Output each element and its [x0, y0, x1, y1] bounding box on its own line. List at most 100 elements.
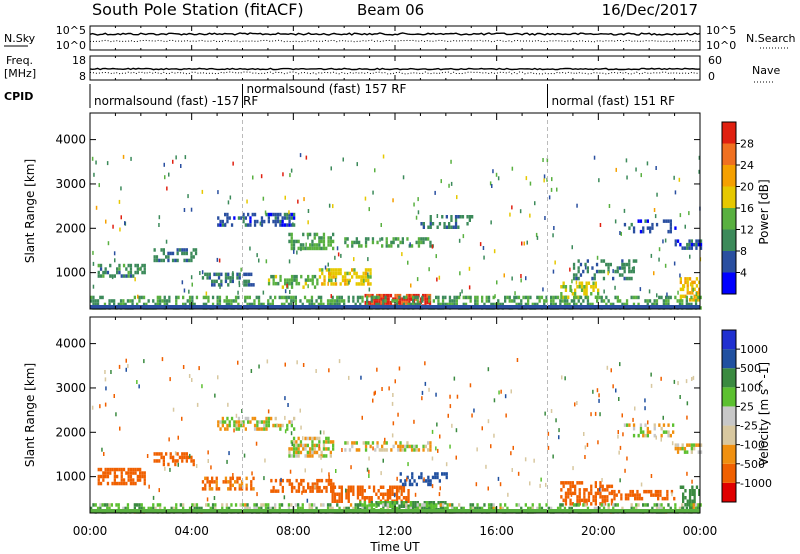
velocity-cell [248, 506, 251, 511]
velocity-cell [564, 495, 568, 499]
power-cell [246, 302, 249, 307]
power-cell [468, 218, 471, 222]
power-colorbar-swatch [722, 143, 736, 165]
velocity-cell [354, 503, 357, 507]
power-cell [650, 253, 653, 258]
power-cell [444, 295, 447, 300]
power-cell [405, 300, 409, 305]
velocity-cell [247, 420, 250, 424]
velocity-cell [420, 475, 423, 480]
velocity-cell [490, 444, 492, 449]
power-cell [182, 295, 185, 300]
velocity-cell [685, 379, 688, 384]
power-cell [217, 283, 221, 287]
power-cell [665, 299, 668, 303]
power-cell [421, 299, 424, 303]
power-cell [414, 302, 417, 307]
velocity-cell [306, 450, 309, 455]
velocity-cell [225, 506, 228, 511]
velocity-cell [445, 462, 448, 467]
velocity-cell [236, 480, 239, 484]
velocity-cell [381, 387, 383, 391]
power-cell [621, 302, 624, 307]
power-cell [244, 216, 247, 220]
velocity-cell [572, 466, 574, 471]
velocity-cell [120, 474, 123, 479]
velocity-cell [499, 503, 502, 507]
velocity-cell [195, 464, 198, 468]
power-cell [114, 258, 116, 263]
velocity-cell [638, 493, 641, 497]
power-cell [252, 283, 255, 287]
velocity-cell [391, 504, 394, 508]
power-cell [340, 253, 342, 258]
power-cell [590, 292, 593, 296]
velocity-cell [219, 427, 222, 431]
velocity-cell [569, 488, 572, 492]
power-cell [134, 277, 136, 282]
velocity-cell [290, 482, 294, 486]
velocity-cell [561, 375, 563, 380]
power-cell [99, 267, 103, 271]
velocity-cell [574, 491, 577, 496]
velocity-cell [207, 450, 209, 455]
velocity-cell [487, 367, 490, 372]
velocity-cell [408, 479, 412, 483]
velocity-cell [318, 436, 321, 441]
power-cell [163, 302, 166, 307]
power-cell [202, 302, 205, 307]
power-cell [359, 302, 362, 307]
velocity-cell [693, 492, 696, 496]
power-cell [279, 223, 282, 227]
velocity-cell [607, 506, 610, 511]
velocity-cell [407, 489, 410, 493]
power-cell [637, 219, 640, 223]
velocity-cell [382, 496, 385, 500]
velocity-cell [377, 501, 380, 505]
power-cell [129, 274, 133, 278]
power-cell [279, 278, 282, 282]
velocity-cell [462, 506, 465, 511]
velocity-cell [590, 484, 593, 489]
power-cell [122, 263, 126, 268]
velocity-cell [263, 476, 265, 481]
power-cell [233, 216, 236, 220]
power-cell [178, 248, 182, 252]
power-cell [698, 169, 700, 174]
power-cell [621, 262, 624, 267]
velocity-cell [175, 503, 178, 507]
noise-panel: N.Sky 10^5 10^0 10^5 10^0 N.Search [4, 24, 796, 52]
power-cell [464, 302, 468, 307]
power-cell [236, 276, 239, 280]
velocity-cell [226, 427, 229, 431]
power-cell [281, 285, 284, 289]
power-cell [280, 302, 284, 307]
power-cell [662, 302, 665, 307]
power-cell [323, 278, 326, 283]
power-cell [544, 216, 546, 220]
power-cell [113, 274, 116, 278]
power-cell [313, 285, 317, 289]
power-cell [334, 282, 338, 286]
power-cell [129, 263, 133, 268]
velocity-colorbar-tick-label: 100 [740, 381, 761, 394]
velocity-cell [118, 467, 121, 472]
power-cell [283, 302, 286, 307]
power-cell [422, 293, 425, 298]
power-cell [639, 229, 643, 234]
y-tick-label: 3000 [55, 177, 86, 191]
velocity-cell [360, 375, 362, 380]
power-cell [389, 293, 393, 298]
power-cell [495, 172, 498, 177]
power-cell [390, 244, 393, 248]
power-cell [343, 299, 346, 303]
velocity-cell [272, 423, 275, 428]
power-cell [155, 258, 159, 263]
velocity-cell [301, 490, 303, 495]
noise-tick-right-bottom: 10^0 [706, 39, 736, 52]
velocity-cell [344, 441, 347, 445]
power-cell [542, 158, 544, 162]
velocity-cell [182, 506, 185, 511]
power-cell [117, 302, 120, 307]
